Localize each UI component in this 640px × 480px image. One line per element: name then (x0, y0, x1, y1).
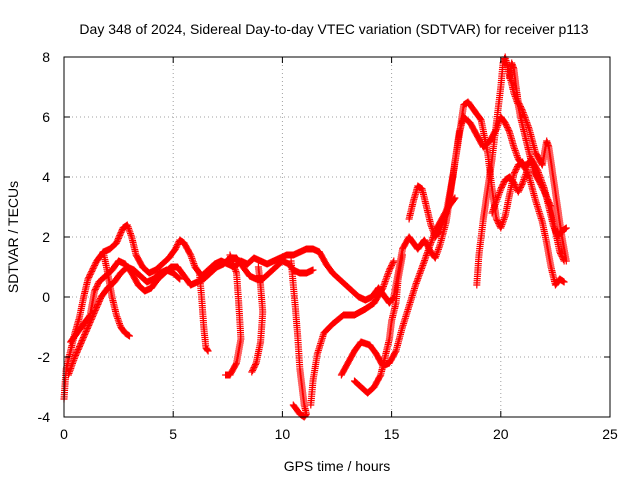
x-tick-label: 5 (169, 426, 177, 442)
series-track-8 (287, 257, 310, 421)
series-track-5 (195, 269, 212, 355)
y-tick-label: 8 (42, 49, 50, 65)
series-track-9 (307, 257, 398, 409)
series-track-6 (222, 251, 245, 379)
x-tick-label: 10 (275, 426, 291, 442)
y-tick-label: 2 (42, 229, 50, 245)
data-point-marks (287, 257, 310, 421)
axis-ticks: 0 5 10 15 20 25 -4 -2 0 2 4 6 8 (38, 49, 618, 442)
y-tick-label: 4 (42, 169, 50, 185)
series-track-11 (351, 251, 406, 397)
series-track-4 (99, 248, 133, 340)
x-axis-label: GPS time / hours (284, 458, 391, 474)
data-series (60, 53, 570, 421)
data-point-marks (351, 251, 406, 397)
x-tick-label: 20 (493, 426, 509, 442)
x-tick-label: 25 (602, 426, 618, 442)
series-track-7 (248, 263, 267, 376)
y-tick-label: -4 (38, 409, 51, 425)
series-track-15 (488, 167, 531, 217)
x-tick-label: 0 (60, 426, 68, 442)
data-point-marks (248, 263, 267, 376)
y-tick-label: 6 (42, 109, 50, 125)
y-tick-label: -2 (38, 349, 51, 365)
series-track-14 (506, 59, 570, 265)
chart-title: Day 348 of 2024, Sidereal Day-to-day VTE… (79, 21, 588, 37)
data-point-marks (222, 251, 245, 379)
series-track-2 (67, 254, 317, 346)
data-point-marks (195, 269, 212, 355)
grid-lines (64, 57, 610, 417)
series-track-3 (64, 263, 184, 379)
data-point-marks (473, 53, 568, 289)
series-track-13 (473, 53, 568, 289)
y-tick-label: 0 (42, 289, 50, 305)
data-point-marks (64, 263, 184, 379)
x-tick-label: 15 (384, 426, 400, 442)
data-point-marks (67, 254, 317, 346)
data-point-marks (307, 257, 398, 409)
data-point-marks (488, 167, 531, 217)
y-axis-label: SDTVAR / TECUs (5, 181, 21, 293)
data-point-marks (506, 59, 570, 265)
plot-frame (63, 56, 611, 418)
data-point-marks (99, 248, 133, 340)
